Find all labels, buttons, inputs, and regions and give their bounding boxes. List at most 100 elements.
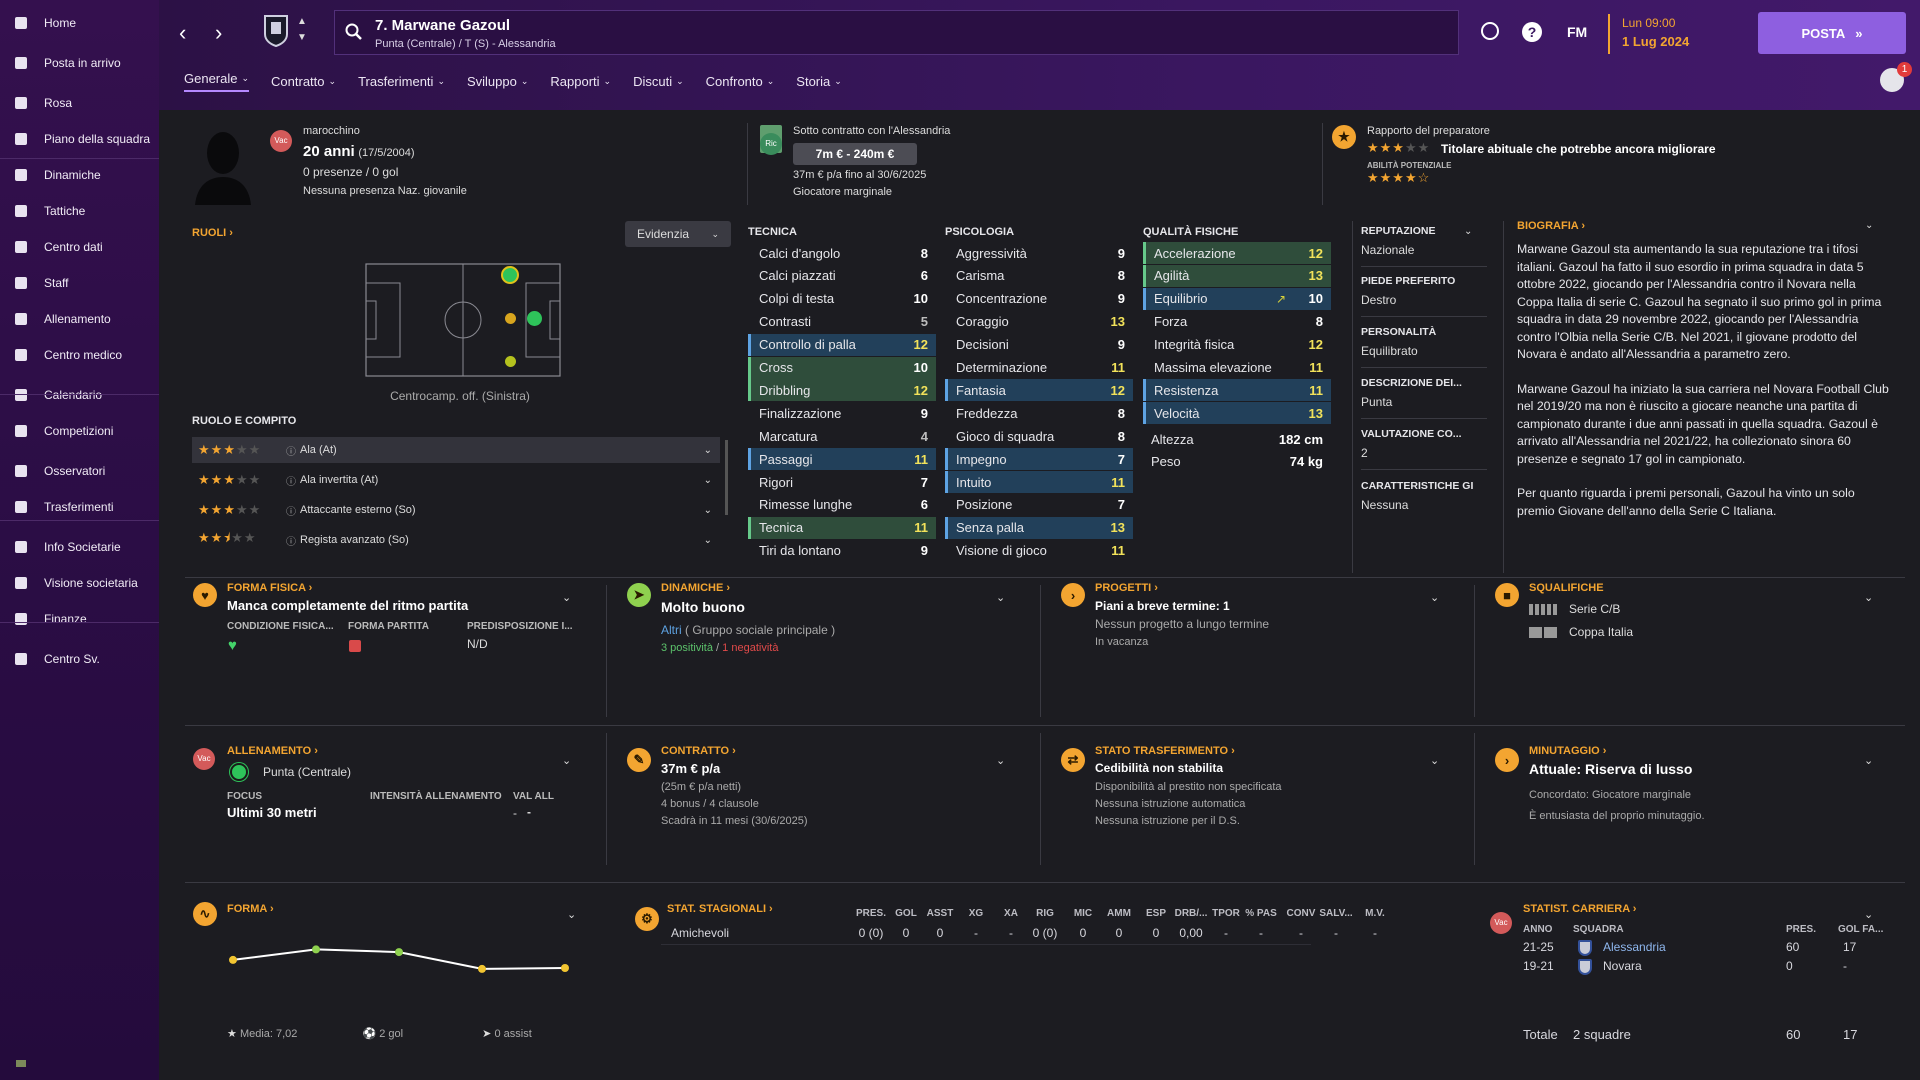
sidebar-item-calendario[interactable]: Calendario xyxy=(0,380,159,410)
sidebar-item-rosa[interactable]: Rosa xyxy=(0,88,159,118)
attribute-row[interactable]: Senza palla 13 xyxy=(945,516,1133,539)
back-button[interactable]: ‹ xyxy=(179,20,187,45)
attribute-row[interactable]: Massima elevazione 11 xyxy=(1143,357,1331,379)
season-stat-header[interactable]: % PAS xyxy=(1245,908,1277,919)
role-row[interactable]: ★★★★★ ⓘ Ala invertita (At) ⌄ xyxy=(192,467,720,493)
form-point[interactable] xyxy=(312,945,320,954)
info-icon[interactable]: ⓘ xyxy=(286,476,296,488)
social-icon[interactable] xyxy=(1481,22,1499,40)
playing-time-expand-icon[interactable]: ⌄ xyxy=(1864,755,1874,767)
attribute-row[interactable]: Integrità fisica 12 xyxy=(1143,334,1331,356)
sidebar-item-osservatori[interactable]: Osservatori xyxy=(0,456,159,486)
attribute-row[interactable]: Rigori 7 xyxy=(748,471,936,493)
attribute-row[interactable]: Posizione 7 xyxy=(945,494,1133,516)
season-stat-header[interactable]: SALV... xyxy=(1319,908,1353,919)
sidebar-item-staff[interactable]: Staff xyxy=(0,268,159,298)
season-stat-header[interactable]: ASST xyxy=(926,908,954,919)
fitness-expand-icon[interactable]: ⌄ xyxy=(562,592,572,604)
nationality-badge[interactable]: Vac xyxy=(270,130,292,152)
transfer-status-title[interactable]: STATO TRASFERIMENTO › xyxy=(1095,745,1235,757)
role-row[interactable]: ★★⯨★★ ⓘ Regista avanzato (So) ⌄ xyxy=(192,527,720,553)
attribute-row[interactable]: Concentrazione 9 xyxy=(945,288,1133,310)
sidebar-item-centro-medico[interactable]: Centro medico xyxy=(0,340,159,370)
attribute-row[interactable]: Tecnica 11 xyxy=(748,516,936,539)
attribute-row[interactable]: Dribbling 12 xyxy=(748,379,936,402)
attribute-row[interactable]: Resistenza 11 xyxy=(1143,379,1331,402)
dynamics-title[interactable]: DINAMICHE › xyxy=(661,582,731,594)
biography-title[interactable]: BIOGRAFIA › xyxy=(1517,220,1586,232)
sidebar-item-centro-dati[interactable]: Centro dati xyxy=(0,232,159,262)
tab-generale[interactable]: Generale ⌄ xyxy=(184,70,250,92)
sidebar-item-allenamento[interactable]: Allenamento xyxy=(0,304,159,334)
sidebar-item-competizioni[interactable]: Competizioni xyxy=(0,416,159,446)
biography-collapse-icon[interactable]: ⌄ xyxy=(1865,220,1874,231)
season-stat-header[interactable]: ESP xyxy=(1145,908,1166,919)
attribute-row[interactable]: Carisma 8 xyxy=(945,265,1133,287)
tab-trasferimenti[interactable]: Trasferimenti ⌄ xyxy=(358,70,445,92)
attribute-row[interactable]: Velocità 13 xyxy=(1143,402,1331,425)
continue-button[interactable]: POSTA » xyxy=(1758,12,1906,54)
season-stat-header[interactable]: CONV xyxy=(1286,908,1316,919)
playing-time-title[interactable]: MINUTAGGIO › xyxy=(1529,745,1607,757)
dynamics-expand-icon[interactable]: ⌄ xyxy=(996,592,1006,604)
form-point[interactable] xyxy=(229,955,237,964)
attribute-row[interactable]: Passaggi 11 xyxy=(748,448,936,471)
attribute-row[interactable]: Intuito 11 xyxy=(945,471,1133,493)
attribute-row[interactable]: Colpi di testa 10 xyxy=(748,288,936,310)
season-stat-header[interactable]: PRES. xyxy=(855,908,886,919)
sidebar-item-tattiche[interactable]: Tattiche xyxy=(0,196,159,226)
pitch-diagram[interactable] xyxy=(365,263,561,380)
attribute-row[interactable]: Finalizzazione 9 xyxy=(748,402,936,424)
player-header-box[interactable]: 7. Marwane Gazoul Punta (Centrale) / T (… xyxy=(334,10,1459,55)
chevron-down-icon[interactable]: ⌄ xyxy=(703,474,712,486)
training-expand-icon[interactable]: ⌄ xyxy=(562,755,572,767)
search-icon[interactable] xyxy=(345,23,363,44)
role-row[interactable]: ★★★★★ ⓘ Attaccante esterno (So) ⌄ xyxy=(192,497,720,523)
attribute-row[interactable]: Aggressività 9 xyxy=(945,242,1133,264)
tab-rapporti[interactable]: Rapporti ⌄ xyxy=(550,70,611,92)
chevron-down-icon[interactable]: ⌄ xyxy=(703,444,712,456)
role-scrollbar[interactable] xyxy=(725,440,728,515)
attribute-row[interactable]: Determinazione 11 xyxy=(945,357,1133,379)
highlight-dropdown[interactable]: Evidenzia ⌄ xyxy=(625,221,731,247)
sidebar-item-centro-sv-[interactable]: Centro Sv. xyxy=(0,644,159,674)
fitness-title[interactable]: FORMA FISICA › xyxy=(227,582,313,594)
chevron-down-icon[interactable]: ⌄ xyxy=(703,504,712,516)
contract-expand-icon[interactable]: ⌄ xyxy=(996,755,1006,767)
player-switch-up-icon[interactable]: ▲ xyxy=(297,16,307,27)
info-icon[interactable]: ⓘ xyxy=(286,536,296,548)
attribute-row[interactable]: Agilità 13 xyxy=(1143,264,1331,287)
season-stat-header[interactable]: GOL xyxy=(895,908,917,919)
form-point[interactable] xyxy=(561,964,569,972)
training-title[interactable]: ALLENAMENTO › xyxy=(227,745,318,757)
roles-title[interactable]: RUOLI › xyxy=(192,227,233,239)
season-stat-header[interactable]: M.V. xyxy=(1365,908,1385,919)
date-box[interactable]: Lun 09:00 1 Lug 2024 xyxy=(1608,14,1744,54)
attribute-row[interactable]: Calci d'angolo 8 xyxy=(748,242,936,264)
social-group-link[interactable]: Altri xyxy=(661,623,682,637)
role-row[interactable]: ★★★★★ ⓘ Ala (At) ⌄ xyxy=(192,437,720,463)
tab-storia[interactable]: Storia ⌄ xyxy=(796,70,842,92)
season-stat-header[interactable]: XA xyxy=(1004,908,1018,919)
fm-menu-button[interactable]: FM xyxy=(1567,24,1588,40)
info-icon[interactable]: ⓘ xyxy=(286,506,296,518)
form-title[interactable]: FORMA › xyxy=(227,903,274,915)
attribute-row[interactable]: Accelerazione 12 xyxy=(1143,242,1331,264)
season-stats-title[interactable]: STAT. STAGIONALI › xyxy=(667,903,773,915)
player-value[interactable]: 7m € - 240m € xyxy=(793,143,917,165)
plans-title[interactable]: PROGETTI › xyxy=(1095,582,1158,594)
sidebar-item-visione-societaria[interactable]: Visione societaria xyxy=(0,568,159,598)
tab-confronto[interactable]: Confronto ⌄ xyxy=(706,70,775,92)
attribute-row[interactable]: Calci piazzati 6 xyxy=(748,265,936,287)
plans-expand-icon[interactable]: ⌄ xyxy=(1430,592,1440,604)
attribute-row[interactable]: Gioco di squadra 8 xyxy=(945,425,1133,447)
info-icon[interactable]: ⓘ xyxy=(286,446,296,458)
sidebar-item-dinamiche[interactable]: Dinamiche xyxy=(0,160,159,190)
attribute-row[interactable]: Controllo di palla 12 xyxy=(748,333,936,356)
sidebar-item-info-societarie[interactable]: Info Societarie xyxy=(0,532,159,562)
form-expand-icon[interactable]: ⌄ xyxy=(567,909,577,921)
bans-expand-icon[interactable]: ⌄ xyxy=(1864,592,1874,604)
sidebar-footer-icon[interactable] xyxy=(16,1060,26,1067)
season-stat-header[interactable]: XG xyxy=(968,908,984,919)
attribute-row[interactable]: Cross 10 xyxy=(748,356,936,379)
